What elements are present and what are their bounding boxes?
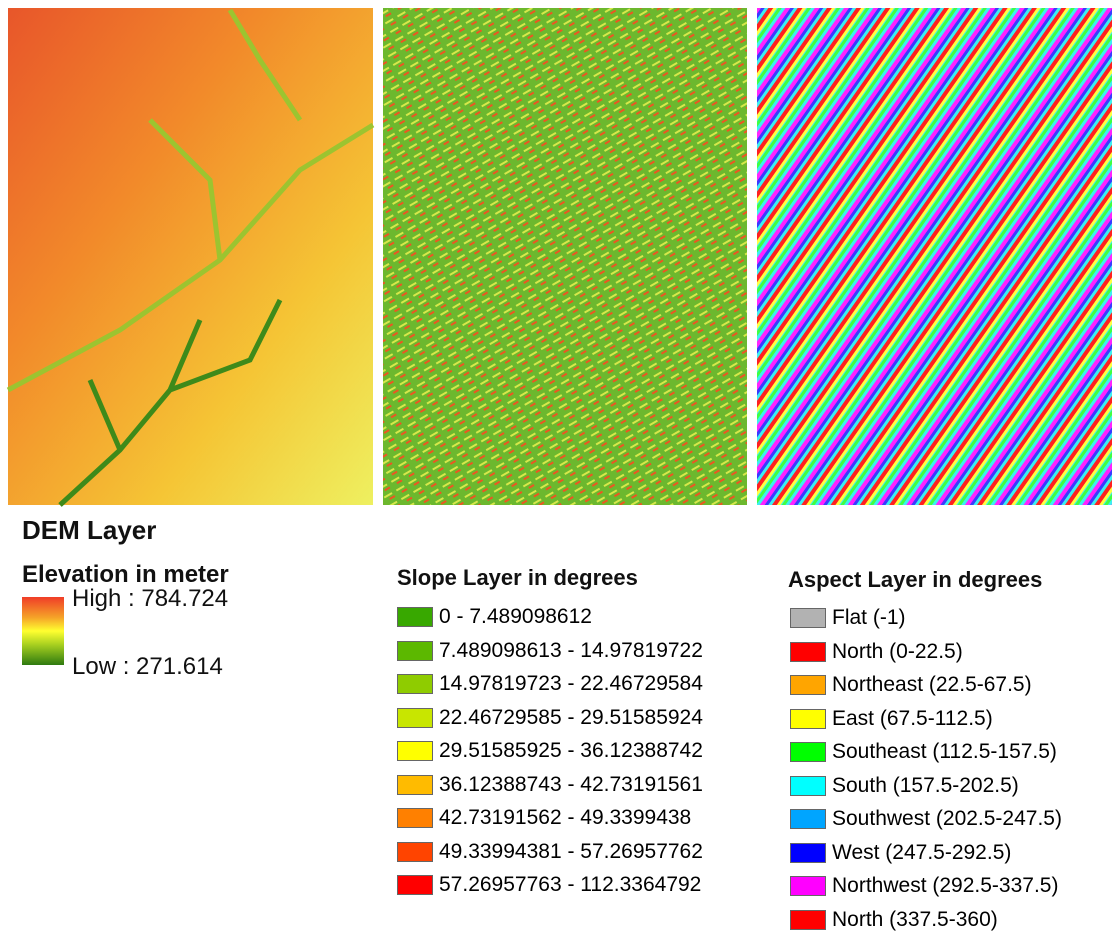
- slope-title: Slope Layer in degrees: [397, 565, 638, 591]
- legend-item: East (67.5-112.5): [790, 707, 993, 731]
- slope-map: [383, 8, 747, 505]
- legend-label: Flat (-1): [832, 606, 906, 630]
- legend-swatch: [790, 608, 826, 628]
- legend-label: Southwest (202.5-247.5): [832, 807, 1062, 831]
- legend-label: North (0-22.5): [832, 640, 963, 664]
- legend-item: South (157.5-202.5): [790, 774, 1019, 798]
- legend-label: 29.51585925 - 36.12388742: [439, 739, 703, 763]
- legend-label: 22.46729585 - 29.51585924: [439, 706, 703, 730]
- legend-item: Northwest (292.5-337.5): [790, 874, 1058, 898]
- legend-swatch: [397, 708, 433, 728]
- elevation-ramp: [22, 597, 64, 665]
- map-panels: [0, 0, 1112, 510]
- high-label: High : 784.724: [72, 585, 228, 613]
- legend-label: Northwest (292.5-337.5): [832, 874, 1058, 898]
- legend-swatch: [397, 741, 433, 761]
- legend-swatch: [397, 875, 433, 895]
- dem-title: DEM Layer: [22, 515, 156, 546]
- legend-item: 0 - 7.489098612: [397, 605, 592, 629]
- legend-label: South (157.5-202.5): [832, 774, 1019, 798]
- legend-item: 42.73191562 - 49.3399438: [397, 806, 691, 830]
- legend-swatch: [790, 742, 826, 762]
- legend-swatch: [790, 675, 826, 695]
- legend-item: 57.26957763 - 112.3364792: [397, 873, 701, 897]
- legend-swatch: [397, 808, 433, 828]
- legend-label: 42.73191562 - 49.3399438: [439, 806, 691, 830]
- legend-item: Northeast (22.5-67.5): [790, 673, 1032, 697]
- legend-label: Southeast (112.5-157.5): [832, 740, 1057, 764]
- legend-swatch: [790, 709, 826, 729]
- legend-label: 14.97819723 - 22.46729584: [439, 672, 703, 696]
- legend-swatch: [397, 641, 433, 661]
- legend-item: Flat (-1): [790, 606, 906, 630]
- legend-item: West (247.5-292.5): [790, 841, 1011, 865]
- legend-swatch: [790, 910, 826, 930]
- legend-label: 49.33994381 - 57.26957762: [439, 840, 703, 864]
- legend-swatch: [397, 775, 433, 795]
- aspect-title: Aspect Layer in degrees: [788, 567, 1042, 593]
- legend-label: West (247.5-292.5): [832, 841, 1011, 865]
- legend-swatch: [397, 674, 433, 694]
- legend-item: 36.12388743 - 42.73191561: [397, 773, 703, 797]
- legend-label: Northeast (22.5-67.5): [832, 673, 1032, 697]
- legend-swatch: [790, 809, 826, 829]
- legend-label: 7.489098613 - 14.97819722: [439, 639, 703, 663]
- legend-swatch: [790, 876, 826, 896]
- legend-item: North (0-22.5): [790, 640, 963, 664]
- legend-item: North (337.5-360): [790, 908, 998, 932]
- aspect-map: [757, 8, 1112, 505]
- legend-item: Southeast (112.5-157.5): [790, 740, 1057, 764]
- legend-label: 0 - 7.489098612: [439, 605, 592, 629]
- legend-swatch: [397, 842, 433, 862]
- legend-item: 49.33994381 - 57.26957762: [397, 840, 703, 864]
- figure: DEM Layer Elevation in meter High : 784.…: [0, 0, 1112, 933]
- legend-swatch: [790, 843, 826, 863]
- legend-label: North (337.5-360): [832, 908, 998, 932]
- legend-swatch: [790, 642, 826, 662]
- low-label: Low : 271.614: [72, 653, 223, 681]
- legend-label: East (67.5-112.5): [832, 707, 993, 731]
- legend-label: 57.26957763 - 112.3364792: [439, 873, 701, 897]
- legend-item: 22.46729585 - 29.51585924: [397, 706, 703, 730]
- legend-item: 7.489098613 - 14.97819722: [397, 639, 703, 663]
- dem-map: [8, 8, 373, 505]
- legend-swatch: [397, 607, 433, 627]
- legend-swatch: [790, 776, 826, 796]
- legend-label: 36.12388743 - 42.73191561: [439, 773, 703, 797]
- legend-item: 29.51585925 - 36.12388742: [397, 739, 703, 763]
- legend-item: 14.97819723 - 22.46729584: [397, 672, 703, 696]
- legend-item: Southwest (202.5-247.5): [790, 807, 1062, 831]
